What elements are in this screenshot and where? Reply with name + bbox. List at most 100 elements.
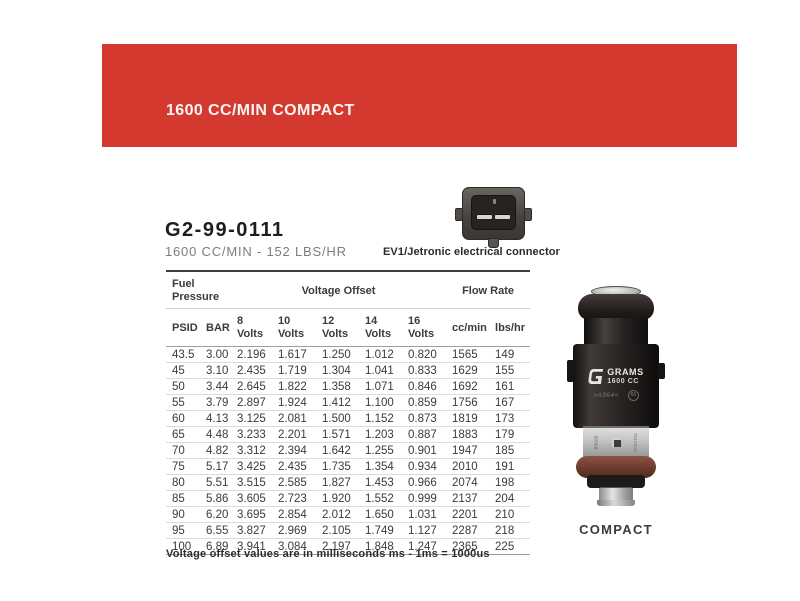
table-cell: 1692 (446, 378, 490, 395)
table-cell: 1.719 (272, 362, 317, 379)
table-cell: 1.041 (359, 362, 403, 379)
table-column-header: 10 Volts (272, 308, 317, 347)
table-cell: 65 (166, 426, 200, 443)
injector-serial-left: 8S5A5 (593, 435, 599, 450)
table-cell: 1.552 (359, 490, 403, 507)
table-cell: 1.924 (272, 394, 317, 411)
table-cell: 1.247 (402, 538, 447, 555)
table-cell: 45 (166, 362, 200, 379)
table-body: 43.5 3.00 2.196 1.617 1.250 1.012 0.820 1565 149… (166, 346, 531, 555)
table-cell: 1.012 (359, 346, 403, 363)
injector-model: 1600 CC (607, 377, 640, 385)
table-cell: 0.820 (402, 346, 447, 363)
table-cell: 2.197 (316, 538, 360, 555)
injector-lower-oring (576, 456, 656, 478)
table-cell: 1.100 (359, 394, 403, 411)
table-cell: 3.695 (231, 506, 273, 523)
table-row: 75 5.17 3.425 2.435 1.735 1.354 0.934 2010 191 (166, 458, 531, 475)
table-cell: 1.358 (316, 378, 360, 395)
table-row: 43.5 3.00 2.196 1.617 1.250 1.012 0.820 1565 149 (166, 346, 531, 363)
injector-brand: GRAMS (607, 366, 644, 377)
table-column-header: lbs/hr (489, 308, 531, 347)
injector-brand-band: GRAMS 1600 CC (573, 364, 659, 388)
connector-clip-tab (487, 238, 499, 248)
table-row: 60 4.13 3.125 2.081 1.500 1.152 0.873 1819 173 (166, 410, 531, 427)
table-group-header: Flow Rate (446, 271, 531, 309)
injector-nozzle-lip (597, 500, 635, 506)
table-cell: 0.887 (402, 426, 447, 443)
table-cell: 5.86 (200, 490, 232, 507)
page-title: 1600 CC/MIN COMPACT (166, 102, 355, 119)
table-cell: 2.645 (231, 378, 273, 395)
table-row: 80 5.51 3.515 2.585 1.827 1.453 0.966 2074 198 (166, 474, 531, 491)
table-cell: 1565 (446, 346, 490, 363)
table-cell: 2.394 (272, 442, 317, 459)
table-cell: 4.82 (200, 442, 232, 459)
table-cell: 1756 (446, 394, 490, 411)
table-cell: 1819 (446, 410, 490, 427)
table-cell: 198 (489, 474, 531, 491)
table-cell: 2.854 (272, 506, 317, 523)
table-cell: 218 (489, 522, 531, 539)
injector-caption: COMPACT (579, 522, 653, 537)
table-cell: 1.127 (402, 522, 447, 539)
table-cell: 3.827 (231, 522, 273, 539)
injector-inlet-neck (584, 318, 648, 346)
injector-serial-right: E00ST06 (633, 433, 639, 452)
table-cell: 50 (166, 378, 200, 395)
table-cell: 3.44 (200, 378, 232, 395)
connector-pin-left (477, 214, 492, 219)
injector-spacer (587, 475, 645, 488)
injector-top-oring (578, 294, 654, 320)
table-row: 50 3.44 2.645 1.822 1.358 1.071 0.846 1692 161 (166, 378, 531, 395)
table-cell: 70 (166, 442, 200, 459)
table-cell: 3.125 (231, 410, 273, 427)
table-cell: 1.642 (316, 442, 360, 459)
table-cell: 185 (489, 442, 531, 459)
table-cell: 75 (166, 458, 200, 475)
table-cell: 1.848 (359, 538, 403, 555)
table-cell: 6.20 (200, 506, 232, 523)
table-cell: 2.585 (272, 474, 317, 491)
table-cell: 4.13 (200, 410, 232, 427)
table-cell: 204 (489, 490, 531, 507)
table-cell: 161 (489, 378, 531, 395)
table-cell: 0.846 (402, 378, 447, 395)
table-cell: 55 (166, 394, 200, 411)
injector-connector-tab-right (658, 363, 665, 379)
grams-logo-icon (588, 368, 604, 384)
table-cell: 3.00 (200, 346, 232, 363)
table-column-header: BAR (200, 308, 232, 347)
table-cell: 191 (489, 458, 531, 475)
table-cell: 3.941 (231, 538, 273, 555)
table-cell: 100 (166, 538, 200, 555)
table-column-header: PSID (166, 308, 200, 347)
table-cell: 2.897 (231, 394, 273, 411)
table-cell: 0.901 (402, 442, 447, 459)
table-header-row: PSID BAR 8 Volts 10 Volts 12 Volts 14 Volts 16… (166, 308, 531, 347)
table-cell: 80 (166, 474, 200, 491)
connector-key-notch (492, 199, 496, 204)
table-cell: 5.51 (200, 474, 232, 491)
table-group-row: Fuel Pressure Voltage Offset Flow Rate (166, 271, 531, 309)
table-column-header: 14 Volts (359, 308, 403, 347)
table-cell: 2.201 (272, 426, 317, 443)
part-number: G2-99-0111 (165, 219, 285, 241)
table-cell: 2.196 (231, 346, 273, 363)
table-cell: 85 (166, 490, 200, 507)
table-cell: 1883 (446, 426, 490, 443)
table-row: 95 6.55 3.827 2.969 2.105 1.749 1.127 2287 218 (166, 522, 531, 539)
injector-nozzle (599, 487, 633, 503)
table-cell: 0.999 (402, 490, 447, 507)
table-cell: 3.515 (231, 474, 273, 491)
injector-cast-marks: >A964< 66 (573, 389, 659, 401)
table-cell: 2.435 (272, 458, 317, 475)
table-cell: 167 (489, 394, 531, 411)
table-cell: 2.969 (272, 522, 317, 539)
connector-label: EV1/Jetronic electrical connector (383, 246, 560, 258)
table-row: 65 4.48 3.233 2.201 1.571 1.203 0.887 1883 179 (166, 426, 531, 443)
table-row: 85 5.86 3.605 2.723 1.920 1.552 0.999 2137 204 (166, 490, 531, 507)
table-head: Fuel Pressure Voltage Offset Flow Rate PSI… (166, 271, 531, 347)
table-cell: 1629 (446, 362, 490, 379)
product-subtitle: 1600 CC/MIN - 152 LBS/HR (165, 244, 347, 259)
